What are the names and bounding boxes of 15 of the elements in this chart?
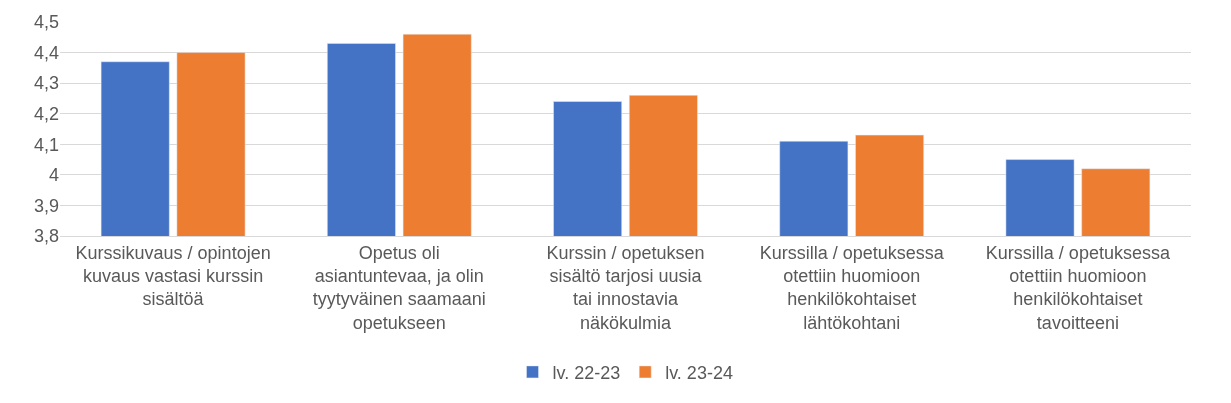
y-tick-label: 4,4 (33, 42, 59, 63)
y-tick-label: 3,8 (33, 226, 59, 247)
y-tick-label: 4,5 (33, 12, 59, 33)
x-tick-label: Kurssilla / opetuksessa otettiin huomioon henkilökohtaiset tavoitteeni (985, 242, 1171, 333)
y-tick-label: 3,9 (33, 195, 59, 216)
y-tick-label: 4,3 (33, 73, 59, 94)
x-tick-label: Kurssikuvaus / opintojen kuvaus vastasi kurssin sisältöä (75, 242, 271, 310)
x-tick-label: Kurssin / opetuksen sisältö tarjosi uusia tai innostavia näkökulmia (546, 242, 705, 333)
y-tick-label: 4 (48, 165, 59, 186)
y-tick-label: 4,1 (33, 134, 59, 155)
y-tick-label: 4,2 (33, 104, 59, 125)
legend-label: lv. 22-23 (552, 362, 621, 383)
x-tick-label: Opetus oli asiantuntevaa, ja olin tyytyväinen saamaani opetukseen (312, 242, 486, 333)
legend-label: lv. 23-24 (665, 362, 733, 383)
x-tick-label: Kurssilla / opetuksessa otettiin huomioon henkilökohtaiset lähtökohtani (759, 242, 945, 333)
